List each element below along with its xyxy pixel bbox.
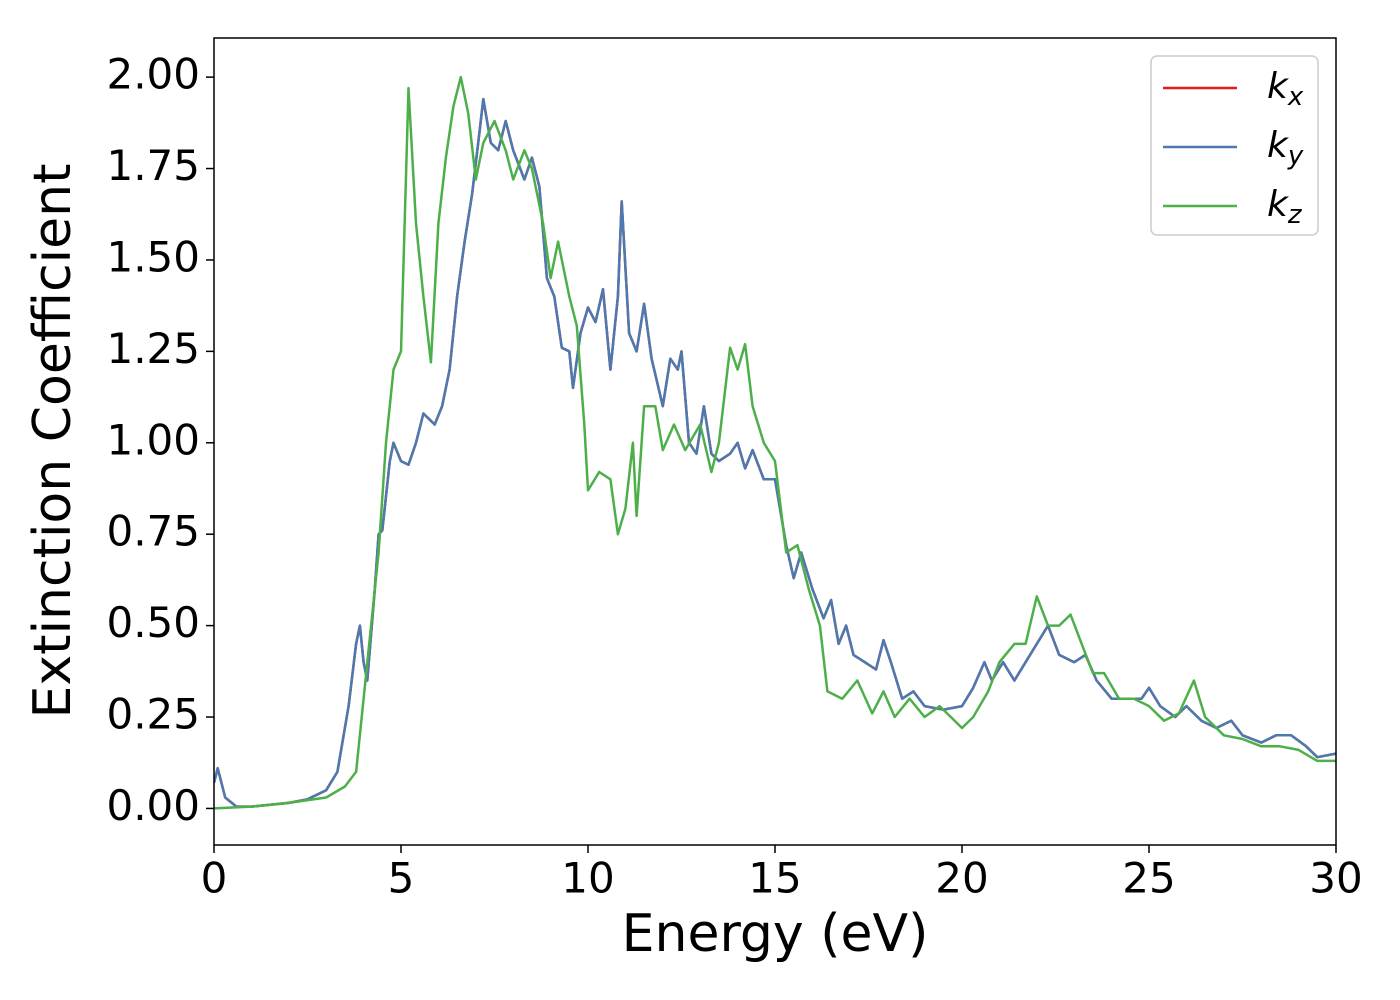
legend-label: kz	[1267, 184, 1303, 230]
legend-label: kx	[1267, 66, 1304, 112]
y-tick-label: 0.00	[106, 781, 200, 830]
x-tick-label: 10	[561, 854, 614, 903]
y-tick-label: 0.25	[106, 690, 200, 739]
plot-frame	[213, 37, 1337, 846]
x-tick-label: 25	[1122, 854, 1175, 903]
y-tick-label: 1.50	[106, 232, 200, 281]
y-axis-label: Extinction Coefficient	[23, 164, 83, 719]
y-tick-label: 0.50	[106, 598, 200, 647]
y-tick-label: 1.75	[106, 141, 200, 190]
legend-box	[1150, 55, 1319, 236]
x-tick-label: 20	[935, 854, 988, 903]
y-tick-label: 2.00	[106, 50, 200, 99]
x-axis-label: Energy (eV)	[622, 904, 929, 964]
series-line	[214, 97, 1336, 808]
x-tick-label: 5	[388, 854, 415, 903]
y-tick-label: 0.75	[106, 507, 200, 556]
x-tick-label: 0	[201, 854, 228, 903]
series-line	[214, 75, 1336, 810]
legend-label: ky	[1267, 125, 1304, 171]
x-tick-label: 30	[1309, 854, 1362, 903]
y-tick-label: 1.25	[106, 324, 200, 373]
x-tick-label: 15	[748, 854, 801, 903]
y-tick-label: 1.00	[106, 415, 200, 464]
